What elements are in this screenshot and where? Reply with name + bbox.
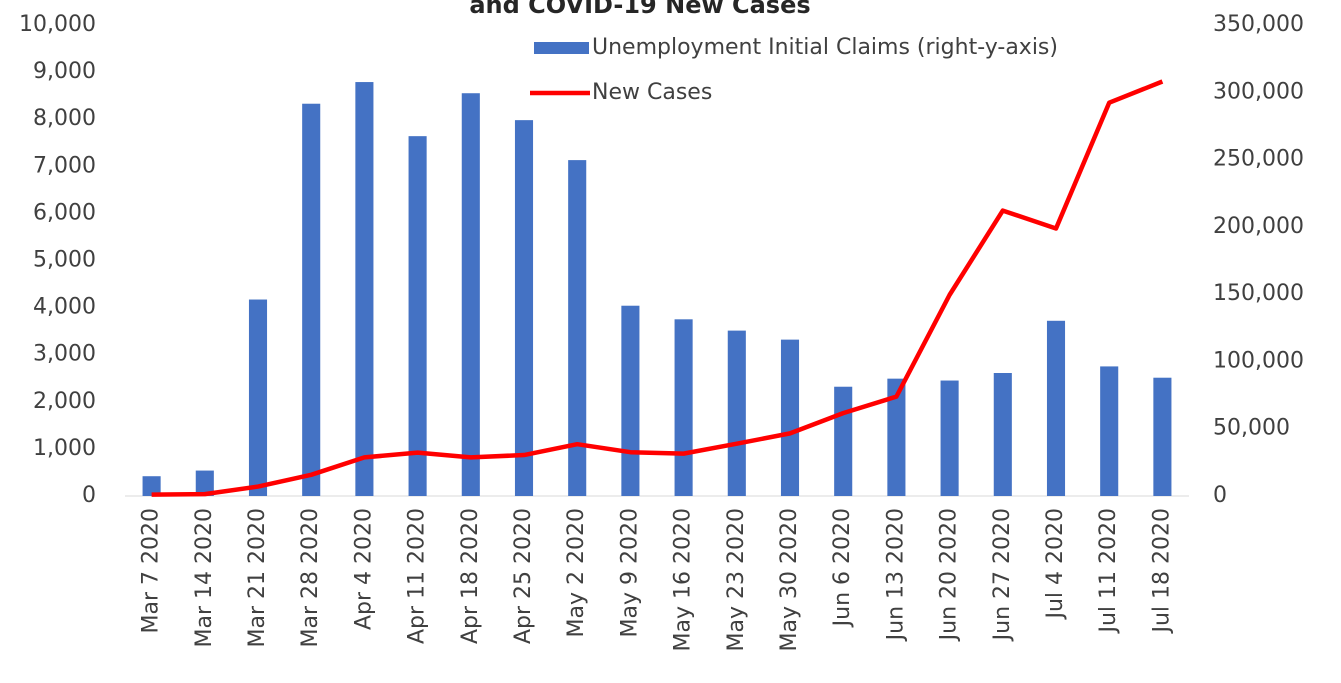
y-tick-label: 9,000 bbox=[33, 59, 96, 84]
y2-tick-label: 0 bbox=[1213, 483, 1227, 508]
bar bbox=[1046, 320, 1066, 496]
x-tick-label: Jun 6 2020 bbox=[830, 508, 855, 628]
legend-label: New Cases bbox=[592, 80, 712, 105]
bar bbox=[568, 160, 587, 496]
bar bbox=[780, 339, 800, 496]
x-tick-label: Mar 21 2020 bbox=[245, 508, 270, 647]
bar bbox=[408, 136, 427, 496]
bar bbox=[1100, 366, 1119, 496]
y-tick-label: 2,000 bbox=[33, 389, 96, 414]
x-tick-label: Jul 18 2020 bbox=[1149, 508, 1174, 635]
bar bbox=[302, 103, 321, 496]
bar bbox=[940, 380, 959, 496]
x-tick-label: Jul 11 2020 bbox=[1096, 508, 1121, 635]
y-tick-label: 7,000 bbox=[33, 153, 96, 178]
y-tick-label: 8,000 bbox=[33, 106, 96, 131]
bar bbox=[1153, 377, 1172, 496]
x-tick-label: Jul 4 2020 bbox=[1043, 508, 1068, 621]
chart-title: and COVID-19 New Cases bbox=[469, 0, 810, 19]
bar bbox=[514, 120, 534, 496]
x-tick-label: May 2 2020 bbox=[564, 508, 589, 637]
y2-tick-label: 50,000 bbox=[1213, 416, 1290, 441]
x-tick-label: Apr 11 2020 bbox=[405, 508, 430, 644]
y2-tick-label: 100,000 bbox=[1213, 348, 1304, 373]
bar bbox=[993, 373, 1012, 496]
x-tick-label: Apr 25 2020 bbox=[511, 508, 536, 644]
y-tick-label: 10,000 bbox=[19, 12, 96, 37]
x-tick-label: Mar 7 2020 bbox=[139, 508, 164, 633]
x-tick-label: Mar 14 2020 bbox=[192, 508, 217, 647]
x-tick-label: May 16 2020 bbox=[671, 508, 696, 651]
x-tick-label: Mar 28 2020 bbox=[298, 508, 323, 647]
legend-swatch bbox=[534, 42, 589, 54]
x-tick-label: Apr 18 2020 bbox=[458, 508, 483, 644]
x-tick-label: Jun 20 2020 bbox=[937, 508, 962, 642]
y2-tick-label: 150,000 bbox=[1213, 281, 1304, 306]
y-tick-label: 3,000 bbox=[33, 342, 96, 367]
y-tick-label: 4,000 bbox=[33, 295, 96, 320]
line bbox=[151, 79, 1164, 497]
bar bbox=[461, 93, 480, 496]
y2-tick-label: 200,000 bbox=[1213, 214, 1304, 239]
legend-label: Unemployment Initial Claims (right-y-axi… bbox=[592, 35, 1058, 60]
bar bbox=[674, 319, 693, 496]
x-tick-label: May 23 2020 bbox=[724, 508, 749, 651]
x-tick-label: Jun 13 2020 bbox=[883, 508, 908, 642]
y-tick-label: 1,000 bbox=[33, 436, 96, 461]
x-tick-label: Jun 27 2020 bbox=[990, 508, 1015, 642]
y2-tick-label: 250,000 bbox=[1213, 147, 1304, 172]
x-tick-label: May 9 2020 bbox=[617, 508, 642, 637]
y-tick-label: 6,000 bbox=[33, 200, 96, 225]
y2-tick-label: 350,000 bbox=[1213, 12, 1304, 37]
bar bbox=[727, 330, 746, 496]
x-tick-label: May 30 2020 bbox=[777, 508, 802, 651]
bar bbox=[621, 305, 640, 496]
bar bbox=[195, 470, 214, 496]
bar bbox=[248, 299, 268, 496]
bar bbox=[834, 386, 853, 496]
bar bbox=[142, 476, 161, 496]
y-tick-label: 0 bbox=[82, 483, 96, 508]
y2-tick-label: 300,000 bbox=[1213, 79, 1304, 104]
y-tick-label: 5,000 bbox=[33, 248, 96, 273]
x-tick-label: Apr 4 2020 bbox=[351, 508, 376, 630]
bar bbox=[355, 82, 374, 496]
bar bbox=[887, 378, 906, 496]
